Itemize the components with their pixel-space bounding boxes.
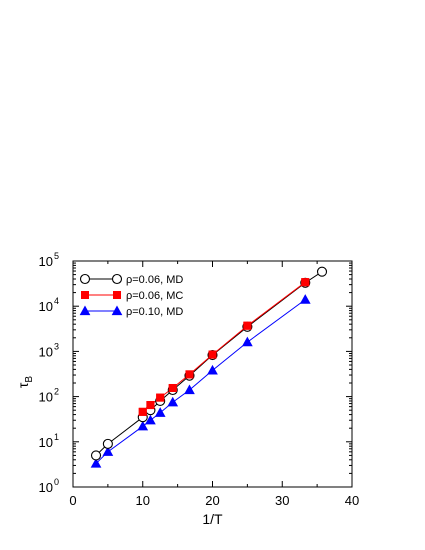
x-tick-label: 20 — [205, 493, 219, 508]
data-point — [137, 420, 149, 431]
data-point — [185, 370, 194, 379]
legend: ρ=0.06, MD ρ=0.06, MC ρ=0.10, MD — [79, 273, 183, 318]
x-axis-label: 1/T — [202, 511, 223, 527]
legend-label: ρ=0.06, MD — [126, 274, 183, 286]
data-point — [301, 278, 310, 287]
data-point — [167, 396, 179, 407]
y-axis-label: τB — [15, 376, 35, 389]
legend-label: ρ=0.06, MC — [126, 290, 183, 302]
data-point — [168, 383, 177, 392]
y-tick-label: 10 — [39, 435, 53, 450]
x-tick-label: 40 — [345, 493, 359, 508]
y-axis-label-main: τ — [15, 382, 31, 388]
data-point — [208, 350, 217, 359]
y-tick-exponent: 0 — [54, 477, 59, 487]
legend-label: ρ=0.10, MD — [126, 306, 183, 318]
data-point — [154, 407, 166, 417]
data-point — [242, 336, 253, 347]
data-point — [102, 446, 114, 456]
y-axis-label-subscript: B — [24, 376, 35, 383]
y-tick-exponent: 1 — [54, 432, 59, 442]
series-line — [95, 299, 306, 464]
x-tick-label: 10 — [136, 493, 150, 508]
y-tick-label: 10 — [39, 299, 53, 314]
x-tick-label: 0 — [69, 493, 76, 508]
data-point — [90, 450, 102, 461]
series-layer — [90, 266, 328, 468]
x-tick-label: 30 — [275, 493, 289, 508]
y-tick-exponent: 3 — [54, 341, 59, 351]
data-point — [146, 401, 155, 410]
y-tick-label: 10 — [39, 344, 53, 359]
y-tick-exponent: 5 — [54, 251, 59, 261]
data-point — [145, 414, 156, 425]
y-tick-label: 10 — [39, 390, 53, 405]
data-point — [207, 364, 218, 375]
legend-marker — [79, 273, 91, 285]
legend-marker — [113, 291, 121, 299]
y-tick-exponent: 4 — [54, 296, 59, 306]
legend-marker — [81, 291, 89, 299]
data-point — [138, 407, 147, 416]
y-tick-label: 10 — [39, 254, 53, 269]
data-point — [299, 294, 311, 304]
data-point — [156, 393, 165, 402]
y-tick-label: 10 — [39, 480, 53, 495]
legend-marker — [79, 305, 91, 316]
legend-marker — [111, 305, 123, 316]
data-point — [102, 438, 113, 449]
data-point — [316, 266, 328, 277]
legend-marker — [111, 273, 123, 285]
data-point — [90, 458, 102, 468]
y-tick-exponent: 2 — [54, 387, 59, 397]
data-point — [184, 384, 195, 395]
data-point — [243, 321, 252, 330]
